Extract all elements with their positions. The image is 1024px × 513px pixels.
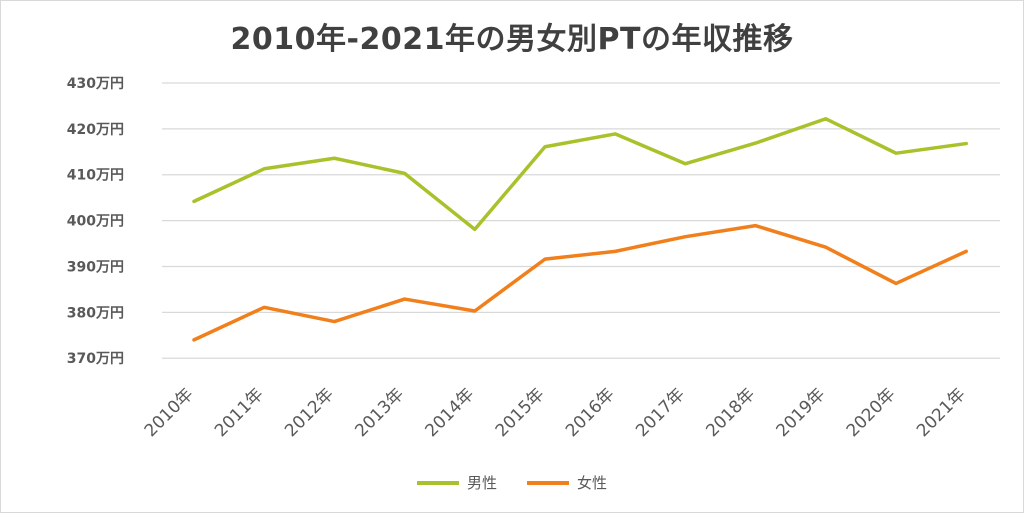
x-tick-label: 2020年: [843, 384, 900, 441]
y-tick-label: 400万円: [67, 214, 124, 230]
y-tick-label: 370万円: [67, 351, 124, 367]
y-tick-label: 420万円: [67, 122, 124, 138]
series-line-male: [192, 117, 968, 232]
y-tick-label: 410万円: [67, 168, 124, 184]
x-tick-label: 2018年: [702, 384, 759, 441]
legend-label-male: 男性: [466, 474, 497, 492]
y-tick-label: 430万円: [67, 76, 124, 92]
x-tick-label: 2014年: [422, 384, 479, 441]
legend-item-male: 男性: [416, 472, 497, 493]
x-tick-label: 2010年: [141, 384, 198, 441]
y-tick-label: 390万円: [67, 259, 124, 275]
x-tick-label: 2015年: [492, 384, 549, 441]
legend-label-female: 女性: [577, 474, 608, 492]
legend-swatch-female: [527, 480, 569, 485]
y-tick-label: 380万円: [67, 305, 124, 321]
x-tick-label: 2012年: [281, 384, 338, 441]
x-tick-label: 2019年: [773, 384, 830, 441]
legend: 男性 女性: [0, 472, 1024, 493]
x-tick-label: 2011年: [211, 384, 268, 441]
x-tick-label: 2013年: [351, 384, 408, 441]
legend-item-female: 女性: [527, 472, 607, 493]
chart-title: 2010年-2021年の男女別PTの年収推移: [230, 22, 794, 57]
series-line-female: [192, 223, 968, 342]
x-tick-label: 2016年: [562, 384, 619, 441]
x-tick-label: 2021年: [913, 384, 970, 441]
x-tick-label: 2017年: [632, 384, 689, 441]
legend-swatch-male: [416, 480, 459, 485]
